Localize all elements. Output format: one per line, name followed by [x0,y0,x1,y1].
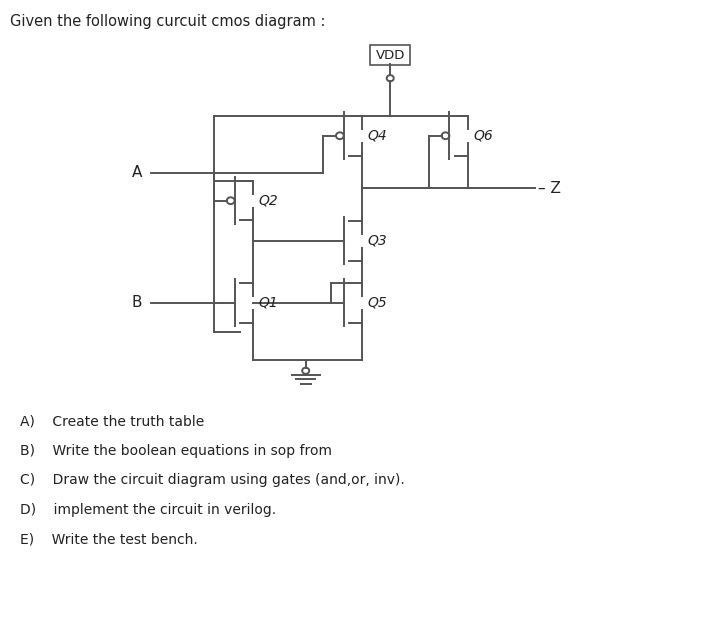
Text: E)    Write the test bench.: E) Write the test bench. [21,533,198,547]
Text: Q3: Q3 [368,234,388,248]
FancyBboxPatch shape [371,46,410,66]
Text: A: A [132,165,142,180]
Text: B)    Write the boolean equations in sop from: B) Write the boolean equations in sop fr… [21,444,332,458]
Text: A)    Create the truth table: A) Create the truth table [21,414,204,428]
Text: C)    Draw the circuit diagram using gates (and,or, inv).: C) Draw the circuit diagram using gates … [21,474,405,487]
Text: B: B [132,295,142,310]
Text: Q1: Q1 [258,296,278,310]
Text: D)    implement the circuit in verilog.: D) implement the circuit in verilog. [21,503,276,517]
Text: Given the following curcuit cmos diagram :: Given the following curcuit cmos diagram… [10,14,325,29]
Text: Q2: Q2 [258,193,278,208]
Text: Q5: Q5 [368,296,388,310]
Text: Q4: Q4 [368,129,388,143]
Text: VDD: VDD [376,49,405,62]
Text: Q6: Q6 [474,129,493,143]
Text: – Z: – Z [538,181,561,196]
